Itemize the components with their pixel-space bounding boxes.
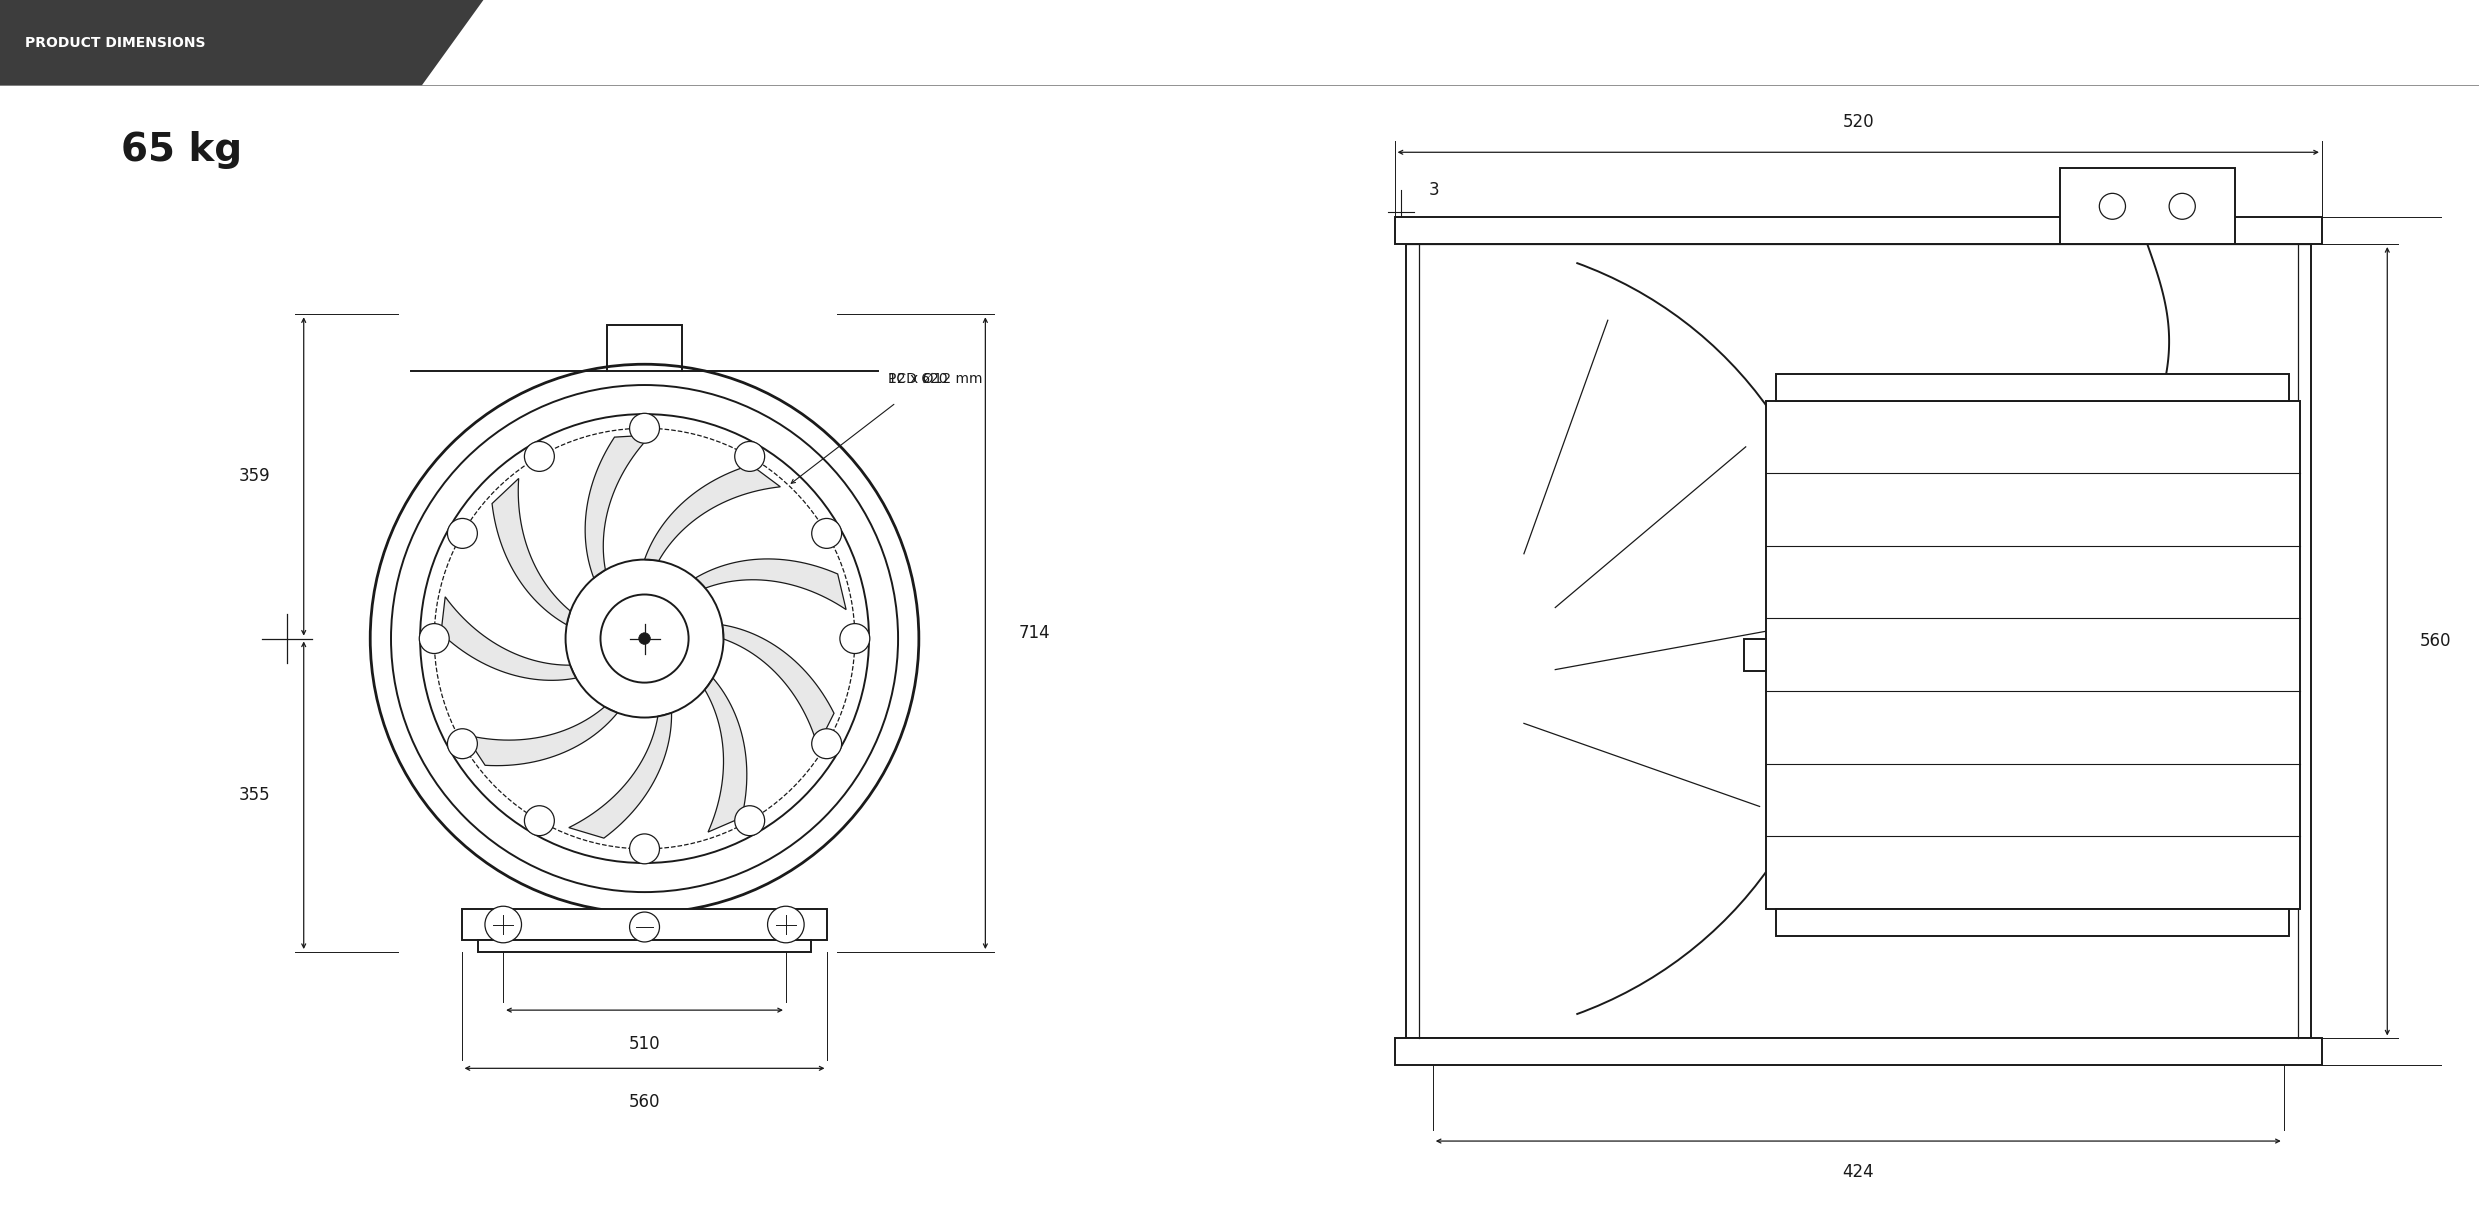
- Bar: [1406, 244, 2310, 1039]
- Circle shape: [811, 728, 843, 759]
- Circle shape: [486, 906, 521, 943]
- Polygon shape: [585, 435, 652, 578]
- Text: 359: 359: [238, 468, 270, 485]
- Bar: [1765, 400, 2301, 909]
- Polygon shape: [568, 712, 672, 839]
- Polygon shape: [645, 465, 781, 561]
- Circle shape: [840, 624, 870, 653]
- Text: 510: 510: [630, 1035, 659, 1054]
- Circle shape: [2100, 193, 2125, 220]
- Text: 3: 3: [1428, 181, 1440, 199]
- Text: 424: 424: [1842, 1163, 1874, 1180]
- Bar: [1396, 217, 2323, 244]
- Text: 560: 560: [2420, 632, 2452, 651]
- Polygon shape: [466, 707, 617, 765]
- Circle shape: [811, 518, 843, 549]
- Polygon shape: [721, 625, 833, 745]
- Text: 65 kg: 65 kg: [121, 131, 243, 169]
- Text: PRODUCT DIMENSIONS: PRODUCT DIMENSIONS: [25, 36, 206, 50]
- Circle shape: [526, 806, 555, 836]
- Bar: [607, 325, 682, 371]
- Polygon shape: [0, 0, 483, 86]
- Bar: [1777, 909, 2288, 936]
- Bar: [2060, 168, 2234, 244]
- Text: 714: 714: [1019, 624, 1051, 642]
- Circle shape: [419, 624, 449, 653]
- Text: PCD 620: PCD 620: [887, 356, 947, 386]
- Polygon shape: [441, 597, 575, 680]
- Polygon shape: [694, 559, 845, 609]
- Circle shape: [446, 728, 478, 759]
- Circle shape: [526, 441, 555, 472]
- Circle shape: [640, 632, 649, 645]
- Text: 12 x Ø12 mm: 12 x Ø12 mm: [887, 372, 982, 386]
- Circle shape: [734, 441, 764, 472]
- Circle shape: [768, 906, 803, 943]
- Bar: [1743, 639, 1765, 670]
- Bar: [461, 909, 828, 941]
- Text: 355: 355: [238, 786, 270, 804]
- Circle shape: [2169, 193, 2196, 220]
- Circle shape: [630, 414, 659, 443]
- Bar: [1396, 1039, 2323, 1066]
- Circle shape: [734, 806, 764, 836]
- Text: 560: 560: [630, 1093, 659, 1111]
- Circle shape: [446, 518, 478, 549]
- Text: 520: 520: [1842, 113, 1874, 130]
- Circle shape: [630, 912, 659, 942]
- Bar: [478, 941, 811, 952]
- Circle shape: [630, 834, 659, 863]
- Bar: [1777, 373, 2288, 400]
- Polygon shape: [491, 479, 570, 625]
- Polygon shape: [704, 678, 746, 833]
